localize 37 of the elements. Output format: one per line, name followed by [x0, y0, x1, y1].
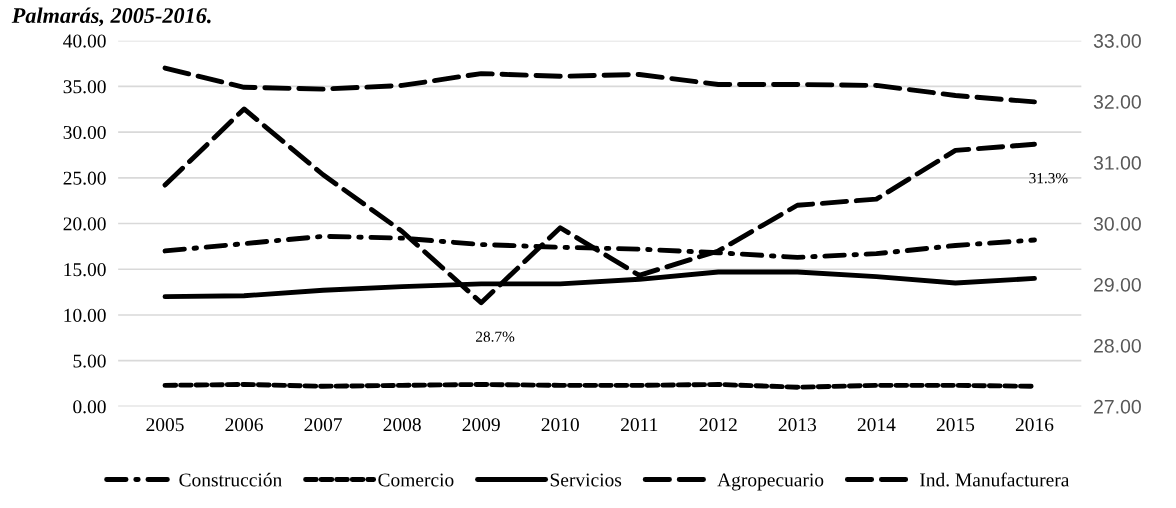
- y-tick-label: 15.00: [64, 263, 106, 277]
- x-tick-label: 2015: [936, 418, 975, 432]
- y2-tick-label: 33.00: [1093, 34, 1141, 48]
- y-tick-label: 20.00: [63, 217, 106, 231]
- chart-title: Palmarás, 2005-2016.: [11, 7, 211, 27]
- y2-tick-label: 32.00: [1093, 95, 1141, 109]
- y-tick-label: 10.00: [64, 308, 106, 322]
- y-tick-label: 35.00: [63, 80, 106, 94]
- line-series: [162, 65, 1037, 105]
- y2-tick-label: 29.00: [1094, 277, 1141, 292]
- y-tick-label: 0.00: [73, 400, 106, 414]
- x-tick-label: 2011: [621, 418, 658, 432]
- y2-tick-label: 30.00: [1093, 216, 1141, 231]
- legend-label: Comercio: [378, 473, 454, 487]
- x-tick-label: 2008: [383, 418, 421, 432]
- x-tick-label: 2007: [304, 418, 342, 432]
- legend-label: Construcción: [179, 472, 282, 487]
- annotation: 31.3%: [1029, 173, 1068, 184]
- x-tick-label: 2014: [857, 418, 896, 432]
- annotation: 28.7%: [476, 331, 515, 342]
- legend-label: Ind. Manufacturera: [920, 472, 1070, 487]
- y-tick-label: 30.00: [63, 125, 106, 140]
- y-tick-label: 40.00: [63, 34, 106, 48]
- y2-tick-label: 31.00: [1093, 156, 1141, 170]
- y-tick-label: 25.00: [63, 171, 106, 185]
- x-tick-label: 2005: [146, 418, 184, 432]
- x-tick-label: 2010: [541, 418, 579, 432]
- legend-label: Servicios: [550, 473, 622, 487]
- x-tick-label: 2006: [225, 418, 263, 432]
- y2-tick-label: 27.00: [1094, 399, 1141, 414]
- legend-label: Agropecuario: [717, 473, 824, 491]
- x-tick-label: 2012: [699, 418, 737, 432]
- x-tick-label: 2013: [778, 418, 817, 432]
- x-tick-label: 2009: [462, 418, 500, 432]
- x-tick-label: 2016: [1015, 418, 1054, 432]
- y2-tick-label: 28.00: [1094, 338, 1141, 353]
- y-tick-label: 5.00: [73, 354, 106, 368]
